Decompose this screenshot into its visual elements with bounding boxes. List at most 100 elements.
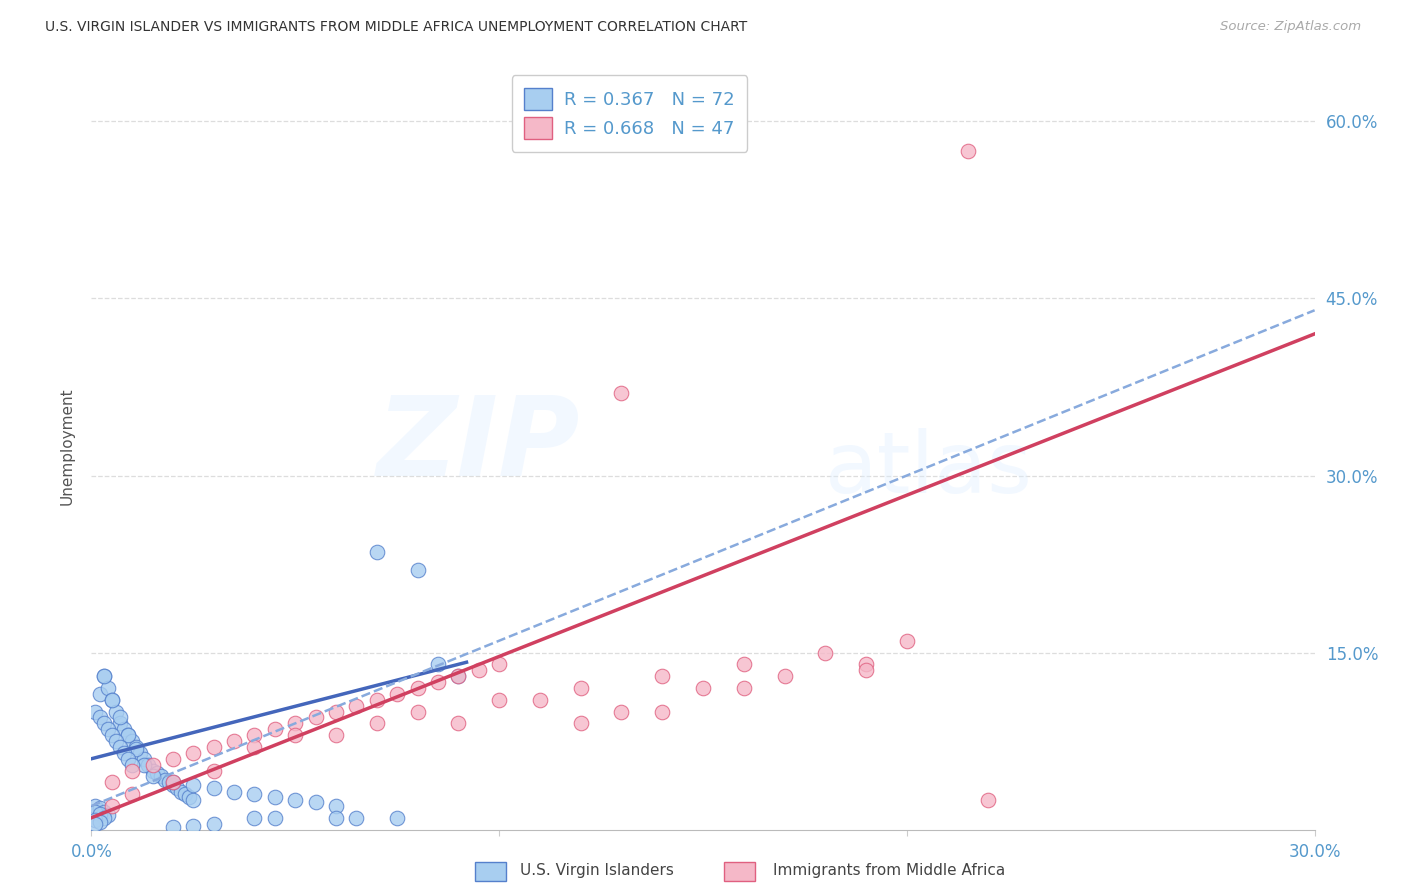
Point (121, 764, 143, 778)
Point (610, 385, 633, 400)
Point (179, 789, 201, 804)
Point (243, 787, 266, 801)
Point (202, 764, 225, 778)
Point (101, 692, 124, 706)
Point (222, 734, 246, 748)
Point (529, 692, 551, 706)
Text: Immigrants from Middle Africa: Immigrants from Middle Africa (773, 863, 1005, 878)
Point (93, 669, 115, 683)
Point (243, 739, 266, 754)
Point (569, 716, 592, 731)
Point (427, 675, 450, 690)
Point (121, 757, 143, 772)
Point (89, 687, 111, 701)
Point (733, 681, 755, 695)
Point (134, 757, 156, 772)
Point (112, 746, 135, 760)
Point (325, 799, 347, 814)
Point (101, 775, 124, 789)
Point (406, 563, 429, 577)
Point (97, 808, 120, 822)
Point (346, 698, 368, 713)
Point (304, 796, 326, 810)
Point (467, 663, 491, 677)
Point (149, 769, 172, 783)
Point (183, 819, 205, 833)
Point (385, 687, 409, 701)
Text: U.S. VIRGIN ISLANDER VS IMMIGRANTS FROM MIDDLE AFRICA UNEMPLOYMENT CORRELATION C: U.S. VIRGIN ISLANDER VS IMMIGRANTS FROM … (45, 20, 747, 34)
Point (692, 681, 714, 695)
Point (569, 681, 592, 695)
Text: Source: ZipAtlas.com: Source: ZipAtlas.com (1220, 20, 1361, 33)
Point (117, 752, 139, 766)
Point (108, 739, 131, 754)
Point (183, 778, 205, 792)
Point (117, 728, 139, 742)
Point (610, 705, 633, 719)
Point (977, 793, 1000, 807)
Point (108, 710, 131, 724)
Point (101, 728, 124, 742)
Point (264, 723, 287, 737)
Text: U.S. Virgin Islanders: U.S. Virgin Islanders (520, 863, 673, 878)
Point (385, 811, 409, 825)
Point (651, 669, 673, 683)
Point (93, 669, 115, 683)
Point (89, 801, 111, 815)
Point (153, 772, 176, 787)
Point (157, 775, 180, 789)
Point (141, 757, 163, 772)
Point (366, 692, 388, 706)
Point (427, 657, 450, 672)
Point (325, 705, 347, 719)
Point (138, 757, 160, 772)
Point (284, 716, 307, 731)
Point (84, 816, 107, 830)
Point (129, 746, 152, 760)
Text: ZIP: ZIP (377, 392, 581, 500)
Point (84, 705, 107, 719)
Point (202, 816, 225, 830)
Point (141, 769, 163, 783)
Point (112, 723, 135, 737)
Point (162, 752, 184, 766)
Point (108, 716, 131, 731)
Point (174, 787, 197, 801)
Point (488, 657, 510, 672)
Point (366, 716, 388, 731)
Point (141, 764, 163, 778)
Point (84, 799, 107, 814)
Point (121, 787, 143, 801)
Point (733, 657, 755, 672)
Point (284, 728, 307, 742)
Point (264, 789, 287, 804)
Point (125, 742, 148, 756)
Y-axis label: Unemployment: Unemployment (59, 387, 75, 505)
Point (304, 710, 326, 724)
Point (97, 723, 120, 737)
Point (447, 669, 470, 683)
Point (121, 734, 143, 748)
Point (325, 728, 347, 742)
Point (84, 813, 107, 827)
Point (896, 633, 918, 648)
Point (97, 681, 120, 695)
Point (104, 734, 127, 748)
Legend: R = 0.367   N = 72, R = 0.668   N = 47: R = 0.367 N = 72, R = 0.668 N = 47 (512, 75, 748, 152)
Point (264, 811, 287, 825)
Point (125, 739, 148, 754)
Point (93, 811, 115, 825)
Point (284, 793, 307, 807)
Point (84, 805, 107, 819)
Point (134, 752, 156, 766)
Point (243, 728, 266, 742)
Point (93, 716, 115, 731)
Point (773, 669, 796, 683)
Point (202, 781, 225, 796)
Point (101, 692, 124, 706)
Point (488, 692, 510, 706)
Point (166, 781, 188, 796)
Point (406, 681, 429, 695)
Point (243, 811, 266, 825)
Point (89, 815, 111, 830)
